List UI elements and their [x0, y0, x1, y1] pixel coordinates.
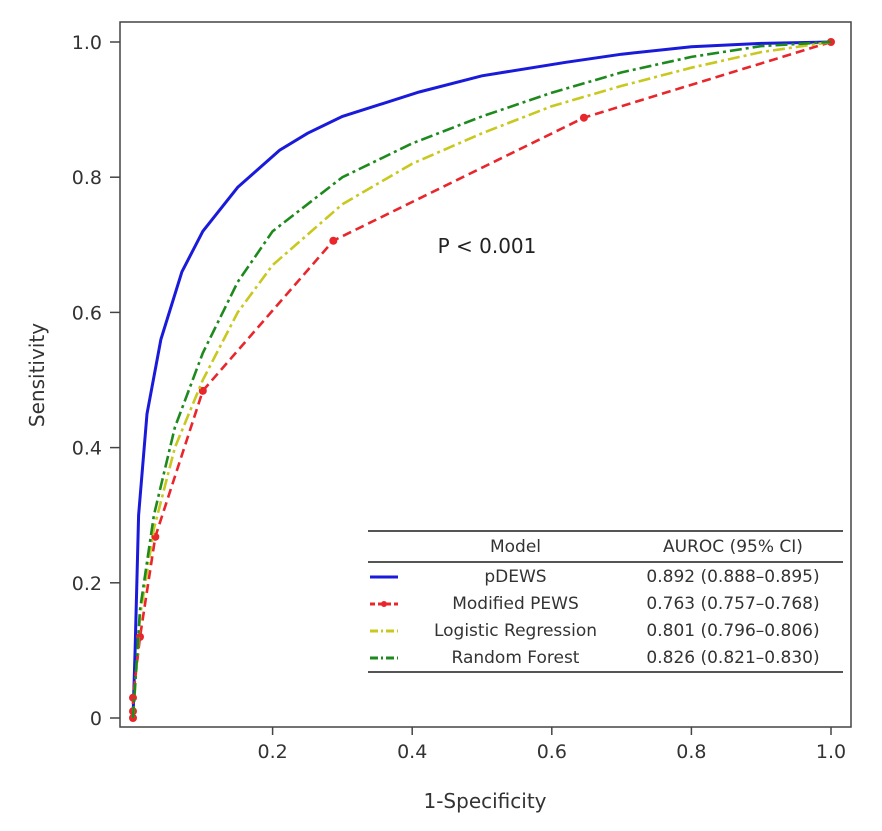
p-value-annotation: P < 0.001 — [438, 234, 537, 258]
legend-swatch — [368, 617, 408, 644]
legend-row: Logistic Regression 0.801 (0.796–0.806) — [368, 617, 843, 644]
legend-model-name: Modified PEWS — [452, 593, 579, 614]
y-axis-label: Sensitivity — [25, 323, 49, 427]
legend-table: Model AUROC (95% CI) pDEWS 0.892 (0.888–… — [368, 530, 843, 673]
x-tick-label: 0.8 — [676, 741, 706, 763]
y-tick-label: 0.2 — [72, 573, 102, 595]
legend-model-name: Random Forest — [408, 644, 623, 673]
legend-auroc-value: 0.763 (0.757–0.768) — [646, 593, 820, 614]
legend-model-name: pDEWS — [484, 566, 547, 587]
y-tick-label: 0.8 — [72, 167, 102, 189]
legend-header-auroc: AUROC (95% CI) — [623, 530, 843, 563]
legend-row: pDEWS 0.892 (0.888–0.895) — [368, 562, 843, 590]
series-pdews — [131, 40, 832, 719]
plot-frame — [119, 21, 852, 728]
y-tick-label: 0 — [90, 708, 102, 730]
legend-model-name: Logistic Regression — [433, 620, 598, 641]
data-point — [579, 113, 588, 122]
x-tick-label: 0.6 — [537, 741, 567, 763]
series-modified-pews — [129, 38, 835, 722]
y-tick-label: 0.6 — [72, 302, 102, 324]
series-random-forest — [131, 40, 832, 719]
x-tick-label: 0.2 — [257, 741, 287, 763]
series-line — [131, 40, 832, 719]
x-tick-label: 0.4 — [397, 741, 427, 763]
data-point — [329, 236, 338, 245]
legend-auroc-value: 0.892 (0.888–0.895) — [646, 566, 820, 587]
legend-row: Random Forest 0.826 (0.821–0.830) — [368, 644, 843, 673]
legend-swatch — [368, 644, 408, 673]
legend-auroc-value: 0.826 (0.821–0.830) — [623, 644, 843, 673]
legend-swatch — [368, 590, 408, 617]
series-line — [131, 40, 832, 719]
legend-auroc-value: 0.801 (0.796–0.806) — [646, 620, 820, 641]
data-point — [198, 386, 207, 395]
x-tick-label: 1.0 — [816, 741, 846, 763]
x-axis-label: 1-Specificity — [423, 789, 546, 813]
series-logistic-regression — [131, 40, 832, 719]
y-tick-label: 0.4 — [72, 438, 102, 460]
legend-row: Modified PEWS 0.763 (0.757–0.768) — [368, 590, 843, 617]
legend-header-model: Model — [408, 530, 623, 563]
legend-swatch — [368, 562, 408, 590]
series-line — [131, 40, 832, 719]
y-tick-label: 1.0 — [72, 32, 102, 54]
